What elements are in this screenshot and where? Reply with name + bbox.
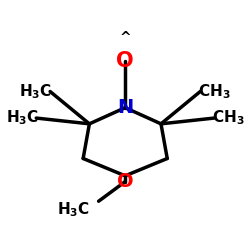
Text: $\mathbf{H_3C}$: $\mathbf{H_3C}$ — [6, 109, 38, 128]
Text: $\mathbf{CH_3}$: $\mathbf{CH_3}$ — [212, 109, 244, 128]
Text: $\mathbf{H_3C}$: $\mathbf{H_3C}$ — [20, 82, 52, 101]
Text: N: N — [117, 98, 133, 117]
Text: $\mathbf{H_3C}$: $\mathbf{H_3C}$ — [57, 200, 90, 219]
Text: $\mathbf{CH_3}$: $\mathbf{CH_3}$ — [198, 82, 230, 101]
Text: O: O — [116, 52, 134, 72]
Text: ^: ^ — [119, 32, 131, 46]
Text: O: O — [117, 172, 134, 191]
